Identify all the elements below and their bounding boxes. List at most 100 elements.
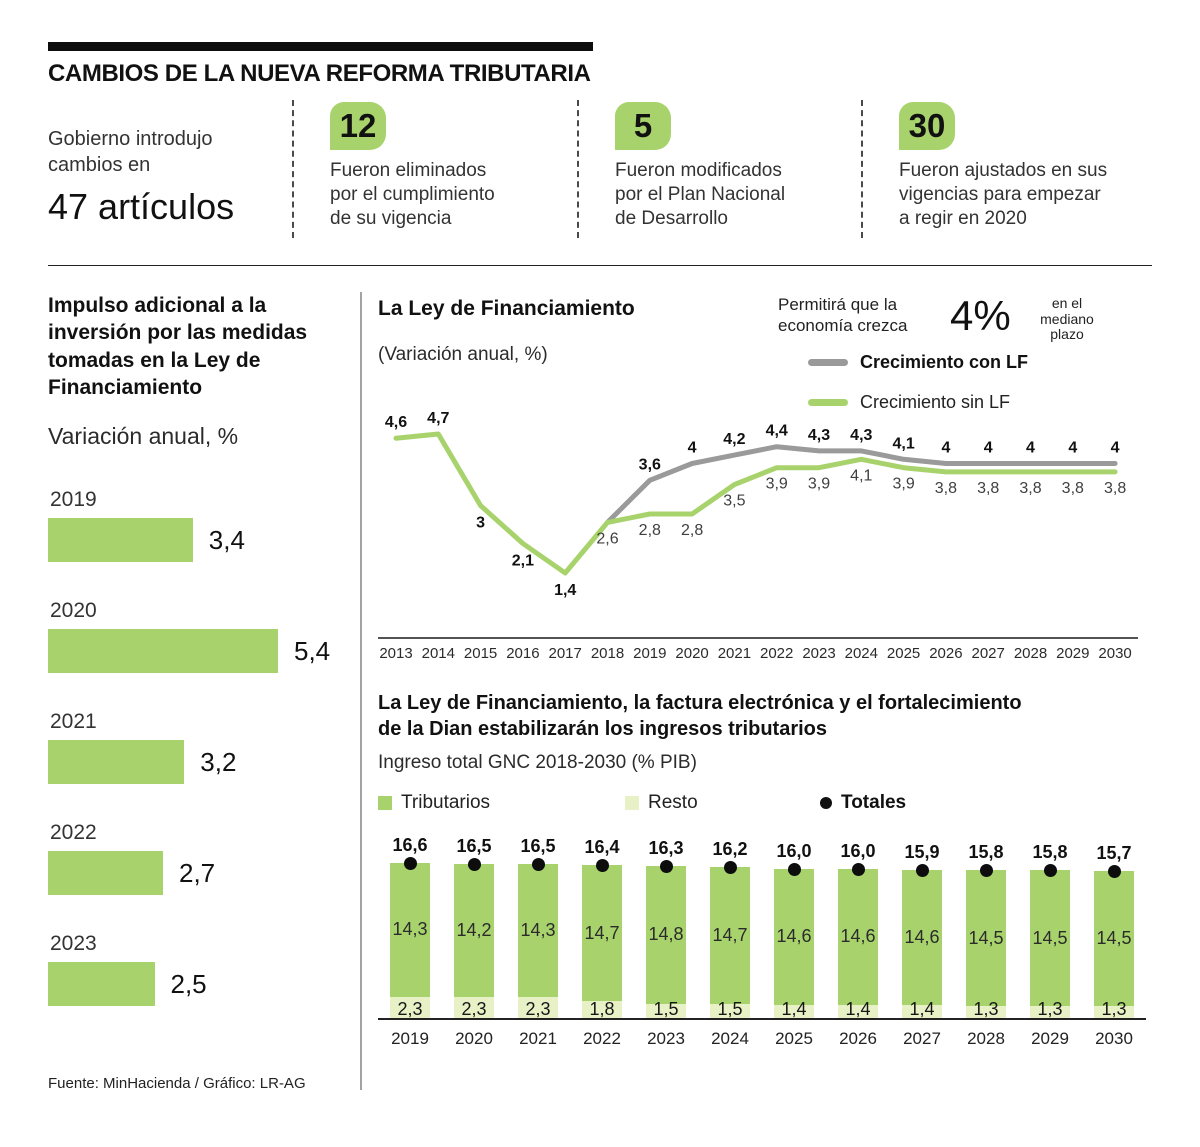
data-point-label: 3,5 <box>723 493 745 510</box>
data-point-label: 4,4 <box>766 423 788 440</box>
bar-year-label: 2022 <box>50 821 97 845</box>
resto-segment: 1,4 <box>902 1000 942 1019</box>
tributarios-segment: 14,3 <box>518 863 558 997</box>
bar-row-2022: 2022 2,7 <box>48 821 348 896</box>
resto-value-label: 1,4 <box>909 999 935 1019</box>
stat-number-box: 30 <box>899 102 955 150</box>
bar-value-label: 2,7 <box>179 857 216 888</box>
x-tick-label: 2013 <box>379 645 412 662</box>
data-point-label: 3,9 <box>766 476 788 493</box>
legend-crecimiento-sin-lf: Crecimiento sin LF <box>808 392 1010 413</box>
data-point-label: 3,8 <box>1062 480 1084 497</box>
legend-label-con-lf: Crecimiento con LF <box>860 352 1029 372</box>
x-tick-label: 2030 <box>1098 645 1131 662</box>
total-value-label: 16,5 <box>456 835 492 856</box>
stacked-year-label: 2024 <box>711 1029 749 1048</box>
x-tick-label: 2016 <box>506 645 539 662</box>
x-tick-label: 2017 <box>549 645 582 662</box>
stat-description-line: vigencias para empezar <box>899 184 1101 206</box>
totales-marker-dot <box>659 859 673 873</box>
bar-year-label: 2021 <box>50 710 97 734</box>
data-point-label: 4,1 <box>850 467 872 484</box>
resto-value-label: 1,5 <box>717 999 743 1019</box>
data-point-label: 3 <box>476 515 485 532</box>
data-point-label: 3,8 <box>977 480 999 497</box>
intro-text: Gobierno introdujo cambios en <box>48 126 292 178</box>
resto-value-label: 1,8 <box>589 999 615 1019</box>
bar-row-2021: 2021 3,2 <box>48 710 348 785</box>
data-point-label: 4,3 <box>808 427 830 444</box>
totales-marker-dot <box>723 860 737 874</box>
stacked-bar-2029: 15,8 14,5 1,3 <box>1018 842 1082 1019</box>
stat-eliminated: 12 Fueron eliminados por el cumplimiento de… <box>292 100 577 238</box>
column-divider <box>360 292 362 1090</box>
stacked-bar-2019: 16,6 14,3 2,3 <box>378 835 442 1019</box>
stat-description: Fueron modificados por el Plan Nacional de… <box>615 159 861 231</box>
gray-line-swatch <box>808 359 848 366</box>
stacked-bar-2030: 15,7 14,5 1,3 <box>1082 843 1146 1019</box>
x-tick-label: 2014 <box>422 645 455 662</box>
annotation-lead: Permitirá que la economía crezca <box>778 295 908 336</box>
legend-label-totales: Totales <box>841 792 907 813</box>
x-tick-label: 2020 <box>675 645 708 662</box>
bar-chart-title: Impulso adicional a la inversión por las… <box>48 294 308 399</box>
tributarios-segment: 14,5 <box>1094 871 1134 1006</box>
stacked-bar-2020: 16,5 14,2 2,3 <box>442 835 506 1019</box>
x-tick-label: 2026 <box>929 645 962 662</box>
stat-number-box: 12 <box>330 102 386 150</box>
x-tick-label: 2029 <box>1056 645 1089 662</box>
x-tick-label: 2028 <box>1014 645 1047 662</box>
tributarios-segment: 14,2 <box>454 863 494 997</box>
green-line-swatch <box>808 399 848 406</box>
stat-description-line: de su vigencia <box>330 208 452 230</box>
resto-segment: 2,3 <box>454 996 494 1019</box>
stat-description-line: Fueron eliminados <box>330 160 487 181</box>
totales-marker-dot <box>467 857 481 871</box>
resto-segment: 1,3 <box>966 1000 1006 1019</box>
resto-value-label: 1,4 <box>781 999 807 1019</box>
resto-segment: 1,3 <box>1094 1000 1134 1019</box>
tributarios-segment: 14,5 <box>966 870 1006 1006</box>
stacked-year-label: 2020 <box>455 1029 493 1048</box>
tributarios-segment: 14,7 <box>710 866 750 1004</box>
data-point-label: 3,8 <box>1104 480 1126 497</box>
intro-articles-count: 47 artículos <box>48 186 235 227</box>
stacked-chart-legend: Tributarios Resto Totales <box>378 792 1154 814</box>
legend-label-tributarios: Tributarios <box>401 792 491 813</box>
x-tick-label: 2021 <box>718 645 751 662</box>
total-value-label: 16,6 <box>392 835 428 855</box>
data-point-label: 4,6 <box>385 414 407 431</box>
total-value-label: 15,9 <box>904 841 940 862</box>
stacked-bar-2024: 16,2 14,7 1,5 <box>698 839 762 1019</box>
bar-value-label: 3,4 <box>208 524 245 555</box>
stat-description: Fueron eliminados por el cumplimiento de s… <box>330 159 577 231</box>
tributarios-swatch <box>378 796 392 810</box>
stacked-year-label: 2029 <box>1031 1029 1069 1048</box>
stacked-year-label: 2026 <box>839 1029 877 1048</box>
data-point-label: 4,2 <box>723 431 745 448</box>
resto-segment: 2,3 <box>390 996 430 1019</box>
data-point-label: 3,8 <box>935 480 957 497</box>
bar-row-2019: 2019 3,4 <box>48 488 348 563</box>
total-value-label: 16,4 <box>584 836 620 857</box>
totales-marker-dot <box>1043 864 1057 878</box>
resto-swatch <box>625 796 639 810</box>
data-point-label: 2,8 <box>639 522 661 539</box>
right-panel: La Ley de Financiamiento (Variación anua… <box>378 292 1154 1092</box>
stacked-year-label: 2028 <box>967 1029 1005 1048</box>
legend-label-sin-lf: Crecimiento sin LF <box>860 392 1011 412</box>
totales-marker-dot <box>979 864 993 878</box>
total-value-label: 15,7 <box>1096 843 1132 864</box>
bar-row-2023: 2023 2,5 <box>48 932 348 1007</box>
data-point-label: 4 <box>941 440 950 457</box>
stat-description-line: a regir en 2020 <box>899 208 1027 230</box>
data-point-label: 2,6 <box>596 530 618 547</box>
stacked-year-label: 2021 <box>519 1029 557 1048</box>
data-point-label: 4 <box>1068 440 1077 457</box>
bar-value-label: 5,4 <box>294 635 331 666</box>
tributarios-segment: 14,6 <box>774 868 814 1005</box>
legend-label-resto: Resto <box>648 792 698 813</box>
stat-description-line: Fueron ajustados en sus <box>899 160 1108 181</box>
legend-totales: Totales <box>820 792 906 814</box>
